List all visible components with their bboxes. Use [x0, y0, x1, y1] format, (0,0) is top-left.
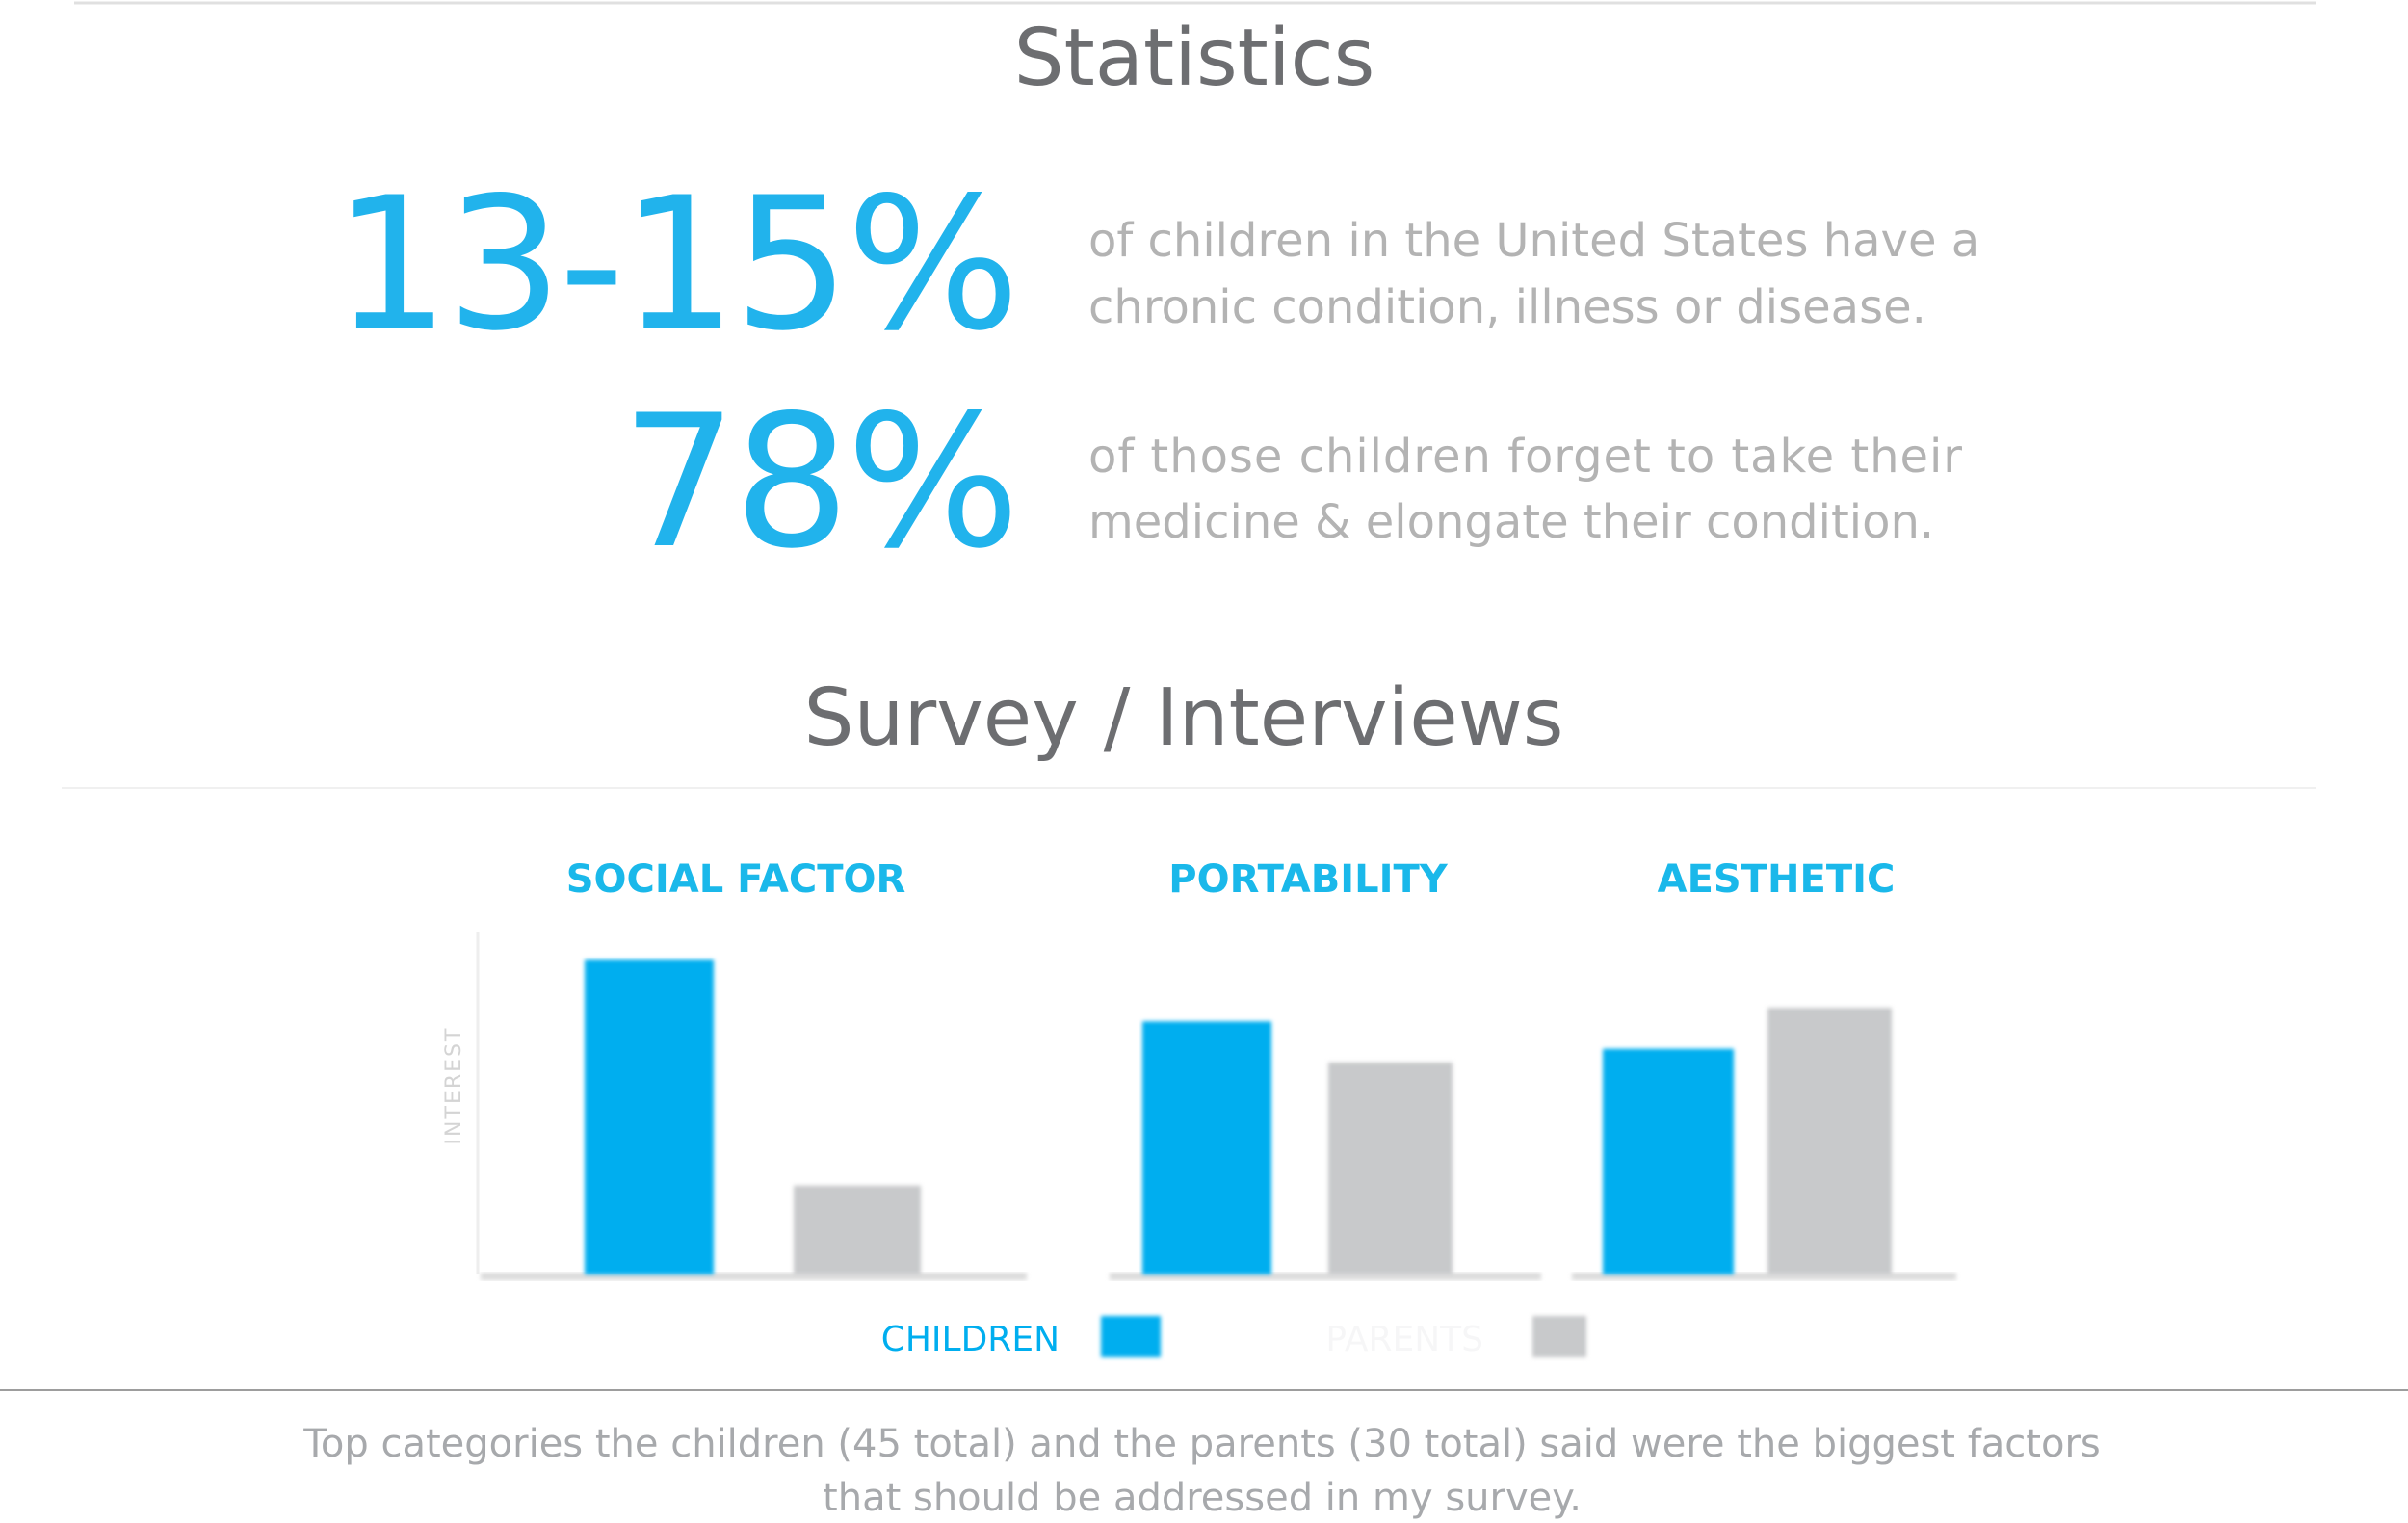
- y-axis-label: INTEREST: [442, 1027, 466, 1145]
- stat-text: medicine & elongate their condition.: [1088, 495, 1934, 549]
- legend-swatch: [1532, 1316, 1586, 1357]
- bar: [1328, 1062, 1453, 1274]
- bar: [1142, 1021, 1271, 1274]
- caption: that should be addressed in my survey.: [823, 1476, 1582, 1520]
- legend-label: PARENTS: [1325, 1320, 1483, 1359]
- bar: [794, 1185, 921, 1274]
- bar: [1767, 1008, 1892, 1274]
- baseline: [481, 1273, 1027, 1280]
- stat-text: of children in the United States have a: [1088, 214, 1979, 268]
- bar: [585, 959, 714, 1274]
- category-label: PORTABILITY: [1168, 857, 1448, 902]
- legend-label: CHILDREN: [881, 1320, 1060, 1359]
- stat-value: 78%: [621, 376, 1016, 589]
- category-label: AESTHETIC: [1658, 857, 1896, 902]
- caption: Top categories the children (45 total) a…: [302, 1422, 2100, 1466]
- section-title: Statistics: [1014, 13, 1375, 104]
- stat-value: 13-15%: [333, 158, 1016, 371]
- category-label: SOCIAL FACTOR: [566, 857, 906, 902]
- stat-text: chronic condition, illness or disease.: [1088, 280, 1926, 334]
- bar: [1603, 1048, 1734, 1274]
- stat-text: of those children forget to take their: [1088, 430, 1962, 484]
- baseline: [1572, 1273, 1956, 1280]
- baseline: [1110, 1273, 1541, 1280]
- section-title: Survey / Interviews: [803, 672, 1563, 764]
- legend-swatch: [1101, 1316, 1161, 1357]
